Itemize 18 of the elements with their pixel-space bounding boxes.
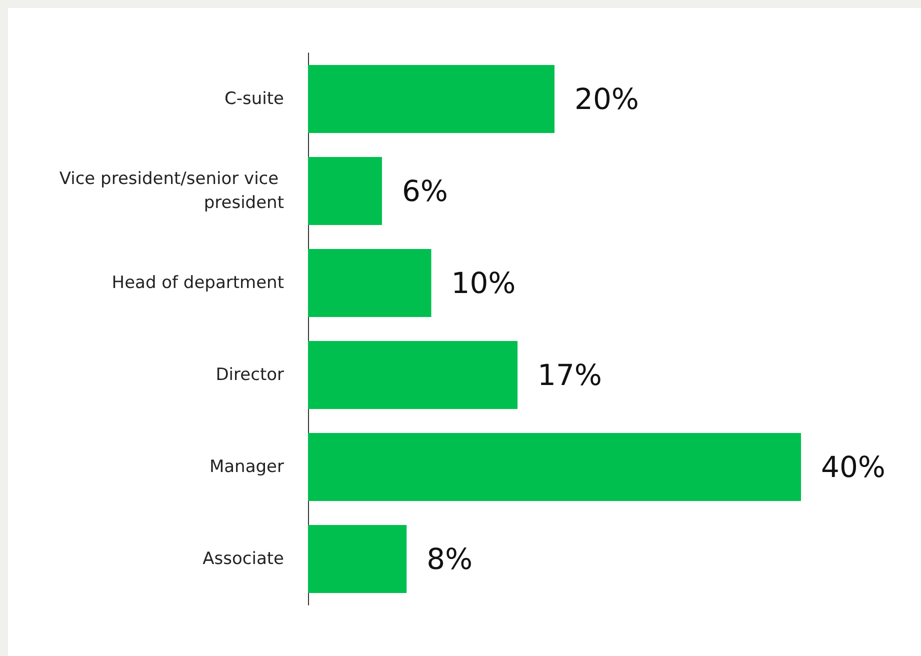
data-label: 6% <box>402 174 448 208</box>
data-label: 17% <box>538 358 602 392</box>
bar <box>308 249 432 317</box>
y-tick-label: Director <box>216 365 284 385</box>
bar <box>308 525 407 593</box>
data-label: 40% <box>821 450 886 484</box>
data-label: 8% <box>426 542 473 576</box>
y-tick-label: Manager <box>209 457 284 477</box>
data-label: 10% <box>451 266 516 300</box>
y-tick-label: Head of department <box>112 273 284 293</box>
y-tick-label: Vice president/senior vice president <box>59 169 284 213</box>
y-tick-label: Associate <box>202 549 284 569</box>
bar <box>308 65 554 133</box>
y-tick-label: C-suite <box>224 89 284 109</box>
data-label: 20% <box>574 82 639 116</box>
bar <box>308 341 518 409</box>
bar <box>308 157 382 225</box>
bar <box>308 433 801 501</box>
